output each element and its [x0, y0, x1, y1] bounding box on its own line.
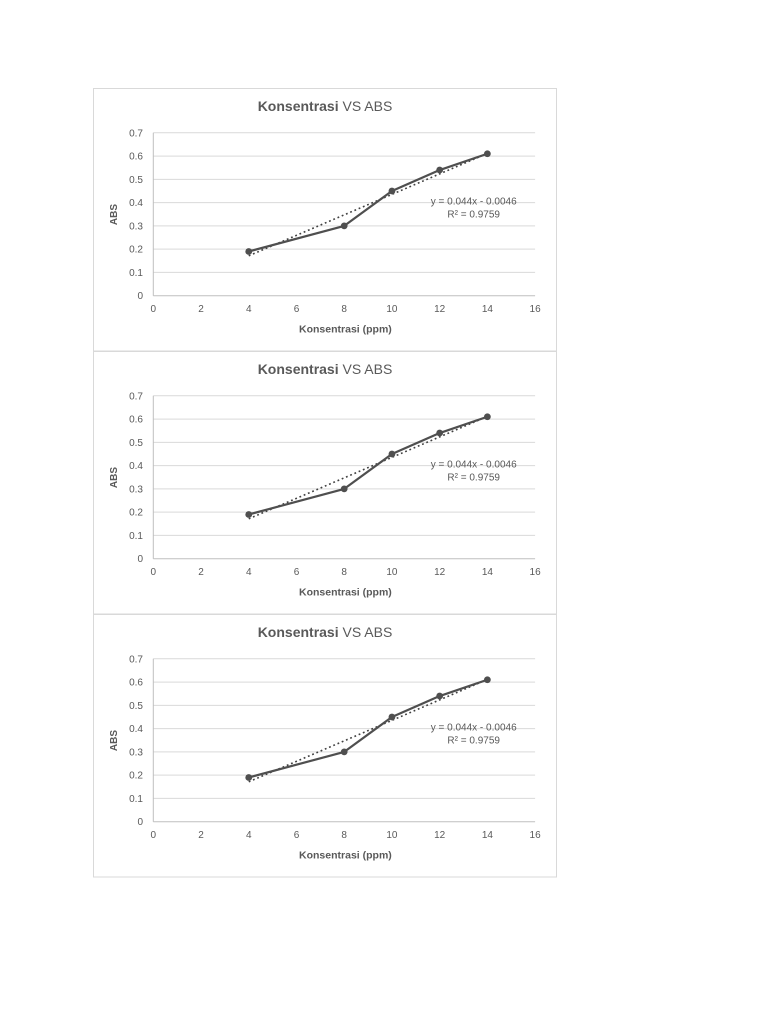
svg-text:ABS: ABS [109, 730, 120, 751]
svg-text:4: 4 [246, 304, 252, 315]
svg-text:0.1: 0.1 [129, 268, 143, 279]
svg-text:0.2: 0.2 [129, 508, 143, 519]
svg-text:14: 14 [482, 304, 494, 315]
svg-text:10: 10 [386, 830, 398, 841]
svg-text:2: 2 [198, 304, 204, 315]
svg-text:y = 0.044x - 0.0046: y = 0.044x - 0.0046 [431, 196, 517, 207]
svg-text:10: 10 [386, 304, 398, 315]
svg-text:Konsentrasi (ppm): Konsentrasi (ppm) [299, 850, 392, 862]
svg-text:Konsentrasi VS ABS: Konsentrasi VS ABS [258, 98, 393, 114]
svg-text:12: 12 [434, 567, 446, 578]
svg-text:6: 6 [294, 304, 300, 315]
svg-text:12: 12 [434, 304, 446, 315]
svg-text:0.1: 0.1 [129, 794, 143, 805]
svg-text:0.5: 0.5 [129, 701, 143, 712]
svg-text:12: 12 [434, 830, 446, 841]
svg-text:6: 6 [294, 830, 300, 841]
svg-text:R² = 0.9759: R² = 0.9759 [447, 472, 500, 483]
svg-text:0: 0 [151, 830, 157, 841]
svg-text:ABS: ABS [109, 467, 120, 488]
svg-text:0.3: 0.3 [129, 484, 143, 495]
svg-text:Konsentrasi (ppm): Konsentrasi (ppm) [299, 323, 392, 335]
svg-text:R² = 0.9759: R² = 0.9759 [447, 736, 500, 747]
svg-text:0.6: 0.6 [129, 678, 143, 689]
svg-text:0.2: 0.2 [129, 244, 143, 255]
svg-text:14: 14 [482, 567, 494, 578]
svg-text:0: 0 [137, 817, 143, 828]
svg-text:0.1: 0.1 [129, 531, 143, 542]
svg-text:Konsentrasi VS ABS: Konsentrasi VS ABS [258, 624, 393, 640]
svg-text:0: 0 [137, 554, 143, 565]
svg-text:y = 0.044x - 0.0046: y = 0.044x - 0.0046 [431, 723, 517, 734]
svg-text:14: 14 [482, 830, 494, 841]
svg-text:4: 4 [246, 567, 252, 578]
svg-text:8: 8 [341, 567, 347, 578]
svg-text:ABS: ABS [109, 203, 120, 224]
svg-text:6: 6 [294, 567, 300, 578]
svg-text:Konsentrasi VS ABS: Konsentrasi VS ABS [258, 361, 393, 377]
svg-text:0.6: 0.6 [129, 414, 143, 425]
svg-text:0.2: 0.2 [129, 771, 143, 782]
svg-text:10: 10 [386, 567, 398, 578]
svg-text:0: 0 [151, 567, 157, 578]
svg-text:0.3: 0.3 [129, 748, 143, 759]
svg-text:16: 16 [530, 567, 542, 578]
svg-text:0: 0 [151, 304, 157, 315]
svg-text:8: 8 [341, 304, 347, 315]
svg-text:0.7: 0.7 [129, 128, 143, 139]
svg-text:0.3: 0.3 [129, 221, 143, 232]
svg-text:0: 0 [137, 291, 143, 302]
svg-text:0.6: 0.6 [129, 151, 143, 162]
svg-text:16: 16 [530, 830, 542, 841]
svg-text:0.4: 0.4 [129, 198, 143, 209]
svg-text:2: 2 [198, 567, 204, 578]
svg-text:0.5: 0.5 [129, 174, 143, 185]
svg-text:Konsentrasi (ppm): Konsentrasi (ppm) [299, 586, 392, 598]
svg-text:y = 0.044x - 0.0046: y = 0.044x - 0.0046 [431, 460, 517, 471]
svg-text:0.7: 0.7 [129, 654, 143, 665]
svg-text:R² = 0.9759: R² = 0.9759 [447, 209, 500, 220]
svg-text:0.4: 0.4 [129, 724, 143, 735]
svg-text:16: 16 [530, 304, 542, 315]
svg-text:2: 2 [198, 830, 204, 841]
svg-text:0.4: 0.4 [129, 461, 143, 472]
svg-text:4: 4 [246, 830, 252, 841]
svg-text:8: 8 [341, 830, 347, 841]
svg-text:0.7: 0.7 [129, 391, 143, 402]
svg-text:0.5: 0.5 [129, 438, 143, 449]
